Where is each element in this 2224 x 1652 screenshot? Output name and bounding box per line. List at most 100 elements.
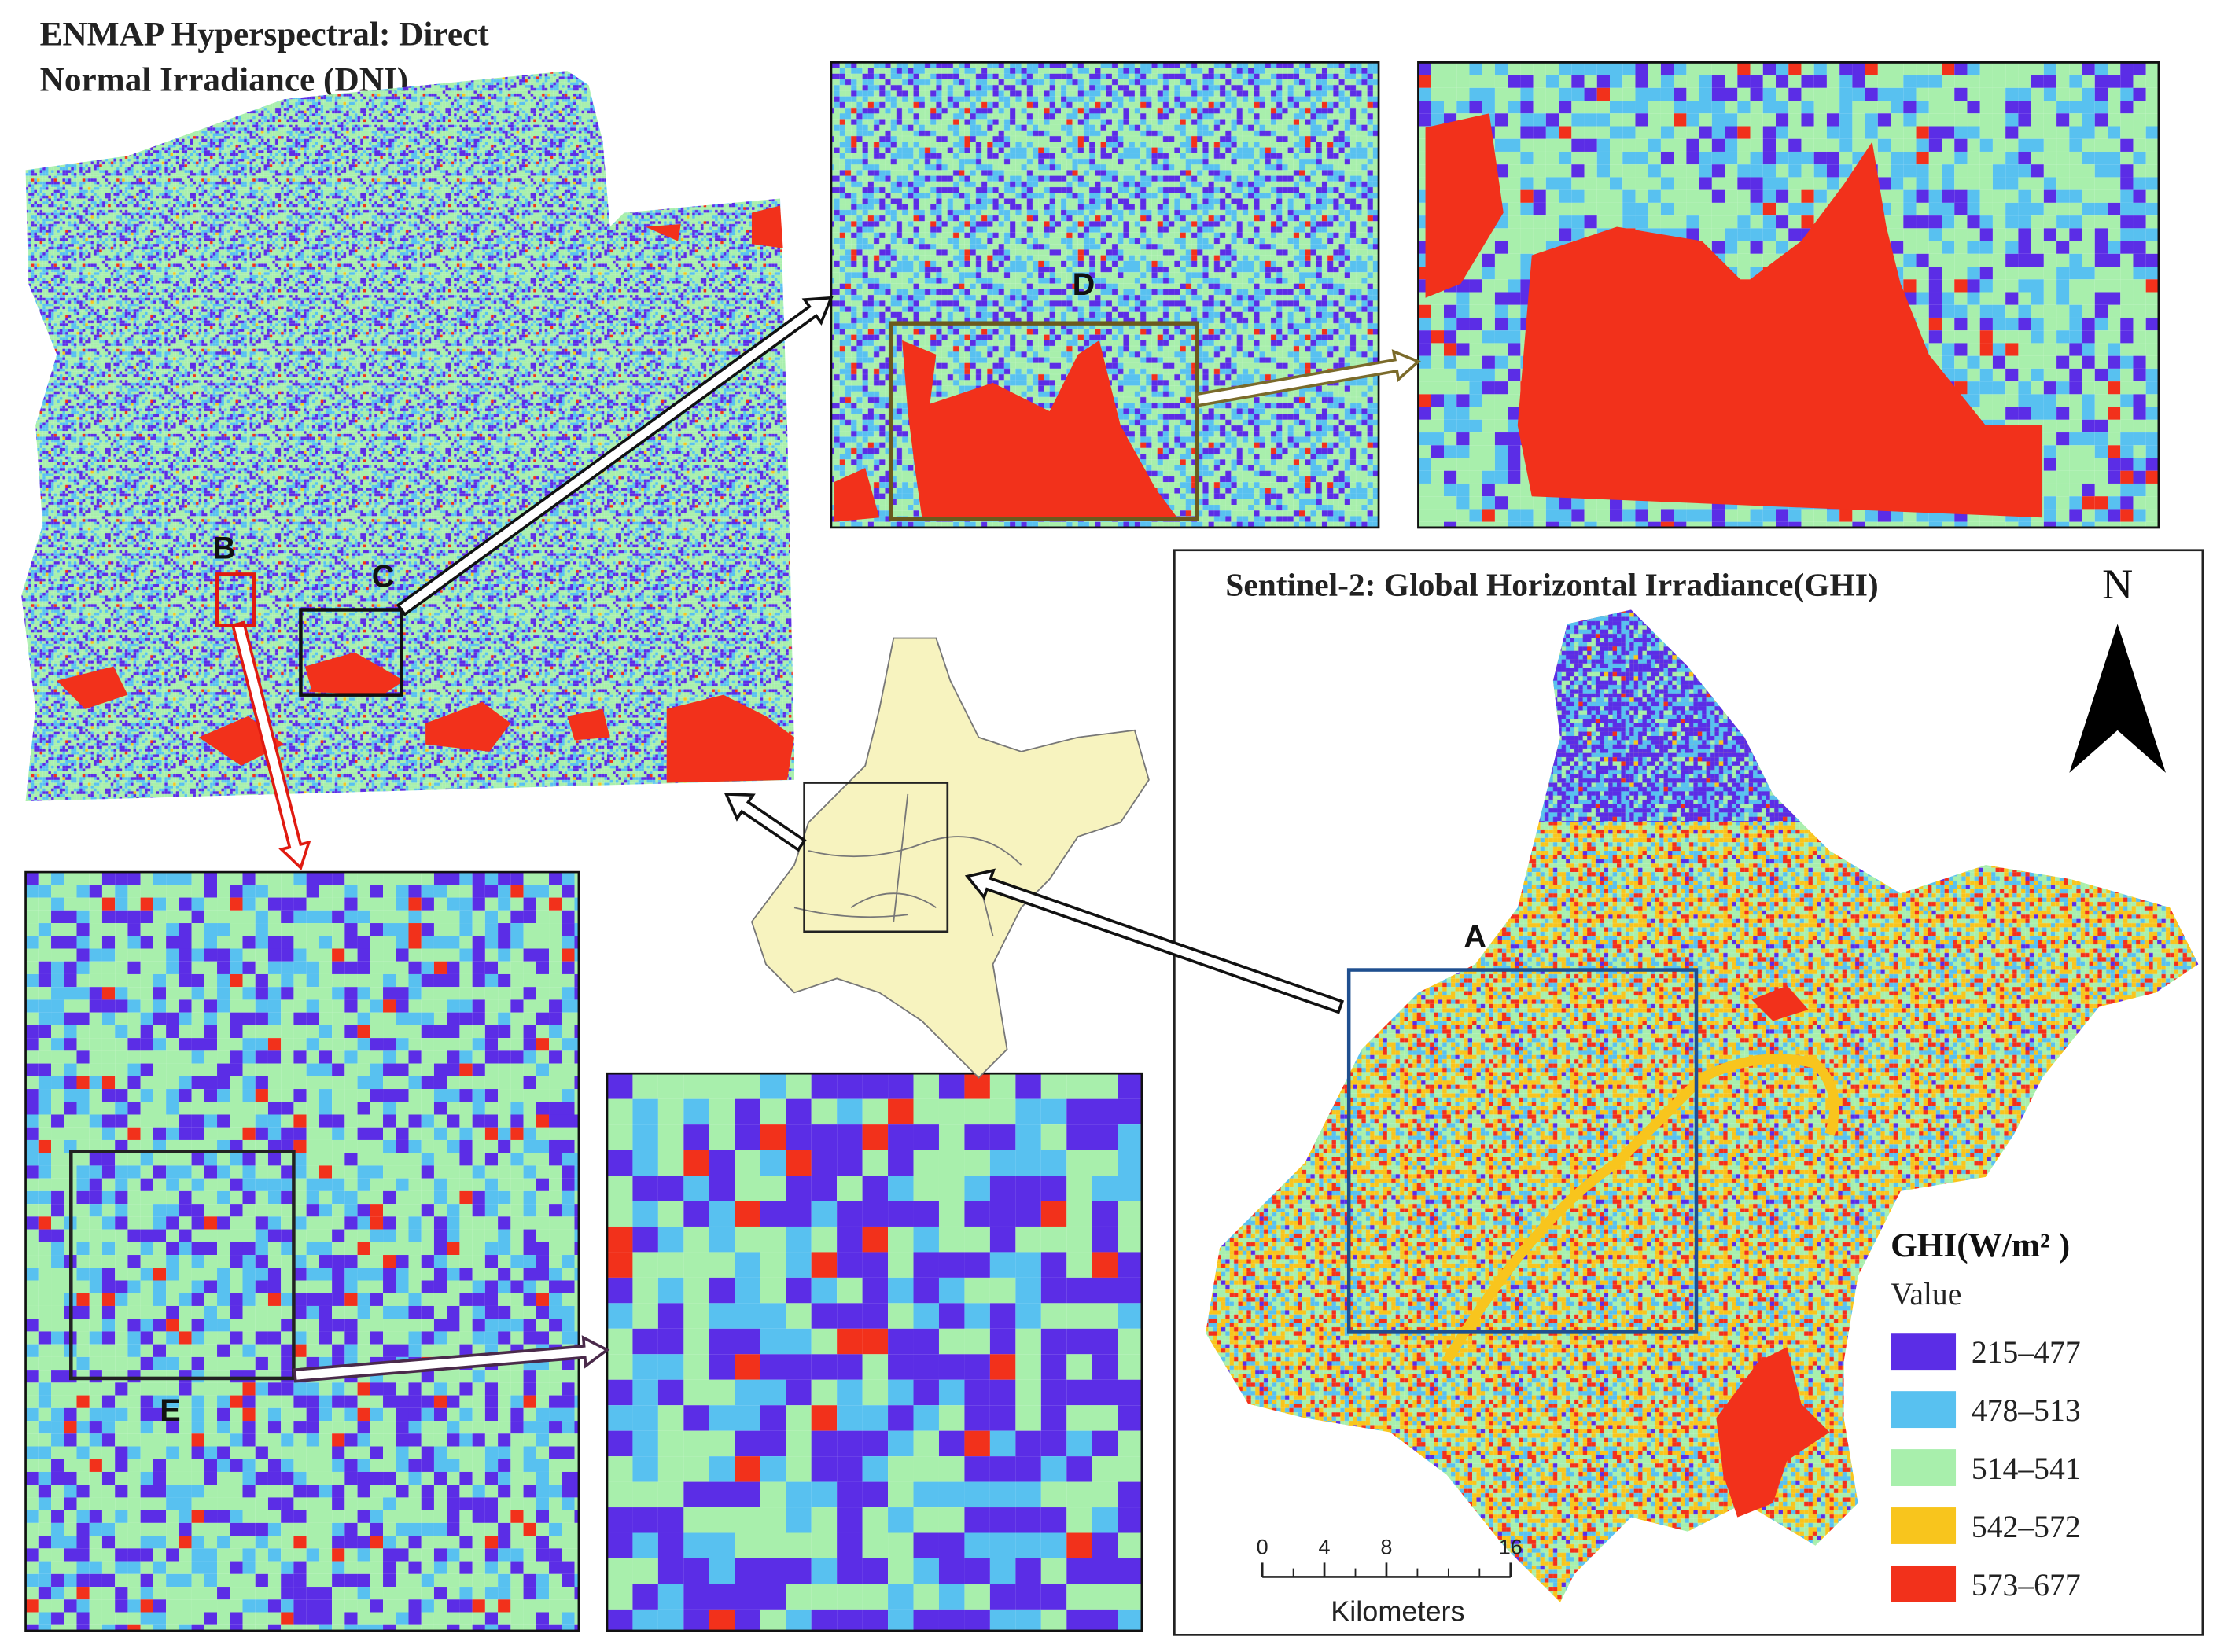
raster-cell [1494,368,1508,382]
raster-cell [1979,177,1993,190]
raster-cell [433,987,447,1000]
raster-cell [1967,202,1980,216]
raster-cell [2120,330,2134,344]
raster-cell [1533,151,1546,165]
raster-cell [204,936,218,949]
raster-cell [2082,343,2095,356]
raster-cell [472,999,485,1013]
raster-cell [383,923,396,936]
raster-cell [1596,189,1611,203]
raster-cell [549,961,562,974]
raster-cell [140,1076,153,1090]
raster-cell [1750,75,1763,88]
raster-cell [153,973,167,988]
raster-cell [2082,317,2095,331]
raster-cell [191,987,204,1000]
raster-cell [408,923,422,936]
raster-cell [408,1012,422,1025]
raster-cell [2031,62,2044,75]
raster-cell [191,897,204,911]
raster-cell [1456,304,1470,318]
raster-cell [89,936,102,949]
raster-cell [1903,279,1917,293]
raster-cell [2133,521,2146,528]
raster-cell [1903,87,1917,101]
raster-cell [1456,101,1470,114]
raster-cell [562,1012,575,1025]
raster-cell [1801,189,1814,203]
raster-cell [332,1063,345,1076]
raster-cell [1699,75,1712,88]
raster-cell [1431,432,1445,446]
raster-cell [1674,87,1687,101]
raster-cell [1928,343,1942,356]
raster-cell [2082,470,2095,484]
raster-cell [574,999,579,1013]
raster-cell [217,872,230,885]
raster-cell [472,961,485,974]
raster-cell [1444,419,1457,433]
raster-cell [1967,126,1980,139]
raster-cell [1699,87,1712,101]
raster-cell [510,936,524,949]
raster-cell [115,999,128,1013]
raster-cell [498,897,511,911]
raster-cell [1737,101,1751,114]
raster-cell [1559,521,1572,528]
raster-cell [1699,101,1712,114]
raster-cell [51,885,64,898]
raster-cell [1801,151,1814,165]
raster-cell [1711,177,1725,190]
raster-cell [51,1025,64,1039]
raster-cell [1954,87,1968,101]
raster-cell [2043,483,2057,497]
raster-cell [396,923,409,936]
raster-cell [562,987,575,1000]
raster-cell [319,885,333,898]
raster-cell [179,872,192,885]
raster-cell [1916,228,1929,241]
raster-cell [1444,62,1457,75]
raster-cell [1877,509,1891,522]
raster-cell [1725,177,1738,190]
raster-cell [1725,189,1738,203]
raster-cell [2043,189,2057,203]
raster-cell [1456,521,1470,528]
raster-cell [332,961,345,974]
raster-cell [267,973,282,988]
raster-cell [1571,202,1585,216]
raster-cell [217,999,230,1013]
raster-cell [357,973,370,988]
raster-cell [2043,138,2057,152]
raster-cell [64,872,77,885]
raster-cell [217,1076,230,1090]
raster-cell [536,948,550,962]
raster-cell [1431,483,1445,497]
raster-cell [357,999,370,1013]
raster-cell [498,973,511,988]
raster-cell [1418,330,1431,344]
raster-cell [166,1038,179,1051]
raster-cell [2133,113,2146,127]
raster-cell [101,923,116,936]
raster-cell [1520,241,1534,254]
raster-cell [1508,496,1521,510]
raster-cell [2031,317,2044,331]
raster-cell [2069,407,2082,420]
raster-cell [51,872,64,885]
raster-cell [1456,394,1470,407]
raster-cell [484,999,499,1013]
raster-cell [1545,138,1559,152]
raster-cell [1954,177,1968,190]
raster-cell [1444,496,1457,510]
high-irradiance-patch [834,468,880,522]
raster-cell [51,1012,64,1025]
raster-cell [1571,101,1585,114]
raster-cell [255,1038,268,1051]
raster-cell [1954,253,1968,267]
raster-cell [1431,75,1445,88]
raster-cell [255,910,268,924]
raster-cell [1520,215,1534,229]
raster-cell [281,1025,294,1039]
raster-cell [2094,304,2108,318]
